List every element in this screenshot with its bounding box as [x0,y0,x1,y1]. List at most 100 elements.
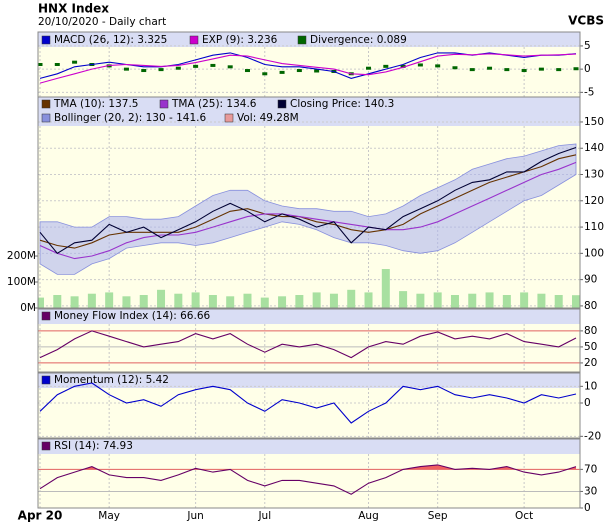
divergence-dot [54,63,60,66]
x-tick-label: Apr 20 [18,509,63,523]
y-tick-label: 130 [584,169,604,181]
y-tick-label: 150 [584,116,604,128]
volume-bar [105,292,114,308]
legend-swatch [277,99,287,109]
volume-bar [38,297,44,308]
legend-swatch [41,441,51,451]
y-tick-label: 20 [584,357,597,369]
divergence-dot [193,64,199,68]
y-tick-label: 140 [584,142,604,154]
legend-swatch [41,113,51,123]
chart-subtitle: 20/10/2020 - Daily chart [38,16,166,28]
panel-frame [37,96,581,309]
y-tick-label: 80 [584,300,597,312]
legend-background [38,439,580,454]
divergence-dot [123,67,129,71]
legend-label: EXP (9): 3.236 [202,34,278,46]
series-line [39,464,577,495]
volume-bar [243,293,252,308]
divergence-dot [210,63,216,67]
legend-label: TMA (10): 137.5 [53,98,138,110]
legend-label: Divergence: 0.089 [310,34,407,46]
legend-label: Momentum (12): 5.42 [54,374,169,386]
x-tick-label: Oct [515,510,533,522]
x-tick-label: Aug [358,510,379,522]
volume-bar [416,293,425,308]
divergence-dot [538,67,544,71]
legend-label: Closing Price: 140.3 [290,98,394,110]
y-tick-label: 5 [584,40,591,52]
y-tick-label: 110 [584,221,604,233]
y-tick-label: 0 [584,502,591,514]
divergence-dot [504,68,510,72]
volume-bar [139,295,148,308]
volume-bar [537,293,546,308]
volume-bar [572,295,580,308]
divergence-dot [366,66,372,70]
divergence-dot [435,64,441,68]
volume-bar [520,292,529,308]
y-tick-label: 0 [584,63,591,75]
divergence-dot [521,69,527,73]
volume-bar [485,292,494,308]
volume-bar [70,296,79,308]
x-tick-label: Jul [257,510,271,522]
volume-bar [329,293,338,308]
legend-swatch [41,35,51,45]
panel-frame [37,438,581,509]
legend-label: MACD (26, 12): 3.325 [54,34,167,46]
overbought-fill [40,464,576,470]
y-tick-label: 120 [584,195,604,207]
divergence-dot [38,63,43,66]
volume-bar [450,295,459,308]
x-tick-label: Jun [186,510,203,522]
series-line [39,154,577,249]
volume-bar [122,296,131,308]
series-line [39,161,577,260]
divergence-dot [556,68,562,72]
plot [39,464,577,495]
plot [38,52,579,84]
plot [39,382,577,424]
divergence-dot [279,70,285,74]
divergence-dot [175,66,181,70]
legend-background [38,32,580,47]
y-tick-label: -20 [584,430,601,442]
bollinger-band [39,143,577,275]
legend-swatch [189,35,199,45]
volume-bar [278,296,287,308]
volume-bar [260,297,269,308]
divergence-dot [469,68,475,72]
volume-bar [554,295,563,308]
volume-bar [174,293,183,308]
volume-bar [347,289,356,308]
chart-title: HNX Index [38,2,109,16]
volume-bar [53,295,62,308]
divergence-dot [141,69,147,73]
legend-label: Vol: 49.28M [237,112,299,124]
divergence-dot [262,72,268,76]
divergence-dot [487,66,493,70]
y2-tick-label: 100M [7,276,36,288]
volume-bar [295,295,304,308]
legend-background [38,309,580,324]
y-tick-label: 90 [584,274,597,286]
panel-frame [37,372,581,439]
divergence-dot [417,63,423,67]
y-tick-label: 10 [584,380,597,392]
divergence-dot [296,69,302,73]
volume-bar [502,295,511,308]
legend-background [38,373,580,388]
plot [39,330,577,359]
volume-bar [312,292,321,308]
legend-label: TMA (25): 134.6 [171,98,257,110]
plot [38,143,580,308]
volume-bar [381,269,390,308]
legend-label: Money Flow Index (14): 66.66 [54,310,211,322]
divergence-dot [72,60,78,64]
divergence-dot [227,65,233,69]
volume-bar [157,289,166,308]
y2-tick-label: 0M [20,302,36,314]
volume-bar [208,295,217,308]
